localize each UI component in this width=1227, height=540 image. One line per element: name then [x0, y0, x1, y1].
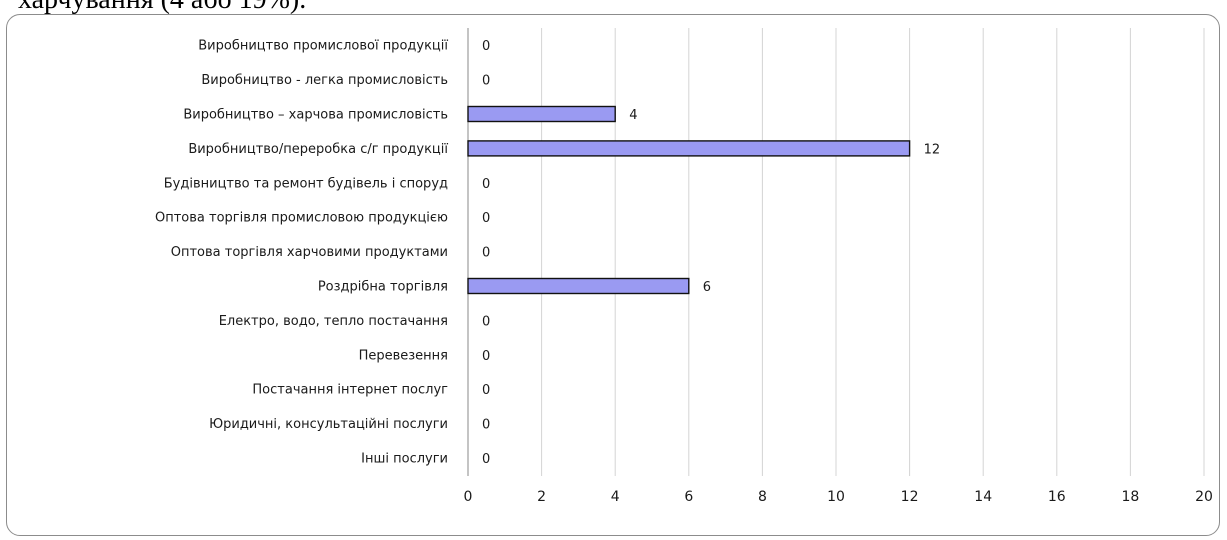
data-label: 12 — [924, 142, 941, 157]
data-label: 0 — [482, 349, 490, 364]
x-tick-label: 16 — [1048, 489, 1066, 505]
category-label: Оптова торгівля харчовими продуктами — [171, 245, 448, 260]
category-label: Перевезення — [359, 348, 448, 363]
data-label: 0 — [482, 418, 490, 433]
bar — [467, 277, 690, 295]
x-tick-label: 8 — [758, 489, 767, 505]
data-label: 4 — [629, 108, 637, 123]
x-tick-label: 14 — [974, 489, 992, 505]
x-tick-label: 6 — [684, 489, 693, 505]
data-label: 0 — [482, 74, 490, 89]
data-label: 0 — [482, 39, 490, 54]
x-tick-label: 0 — [464, 489, 473, 505]
category-label: Електро, водо, тепло постачання — [219, 314, 448, 329]
bar — [467, 140, 911, 157]
category-label: Виробництво – харчова промисловість — [183, 108, 448, 123]
category-label: Будівництво та ремонт будівель і споруд — [164, 176, 448, 191]
category-label: Постачання інтернет послуг — [252, 383, 448, 398]
data-label: 0 — [482, 452, 490, 467]
category-label: Юридичні, консультаційні послуги — [209, 417, 448, 432]
page-text-fragment: харчування (4 або 19%). — [18, 0, 306, 16]
category-label: Виробництво/переробка с/г продукції — [188, 142, 448, 157]
bar — [467, 105, 616, 123]
x-tick-label: 12 — [901, 489, 919, 505]
category-label: Роздрібна торгівля — [318, 280, 448, 295]
data-label: 0 — [482, 177, 490, 192]
x-tick-label: 10 — [827, 489, 845, 505]
data-label: 0 — [482, 211, 490, 226]
category-label: Виробництво промислової продукції — [198, 39, 448, 54]
data-label: 6 — [703, 280, 711, 295]
category-label: Інші послуги — [361, 452, 448, 467]
category-label: Виробництво - легка промисловість — [201, 73, 448, 88]
category-label: Оптова торгівля промисловою продукцією — [155, 211, 448, 226]
x-tick-label: 20 — [1195, 489, 1213, 505]
x-tick-label: 4 — [611, 489, 620, 505]
x-tick-label: 2 — [537, 489, 546, 505]
data-label: 0 — [482, 314, 490, 329]
x-tick-label: 18 — [1121, 489, 1139, 505]
data-label: 0 — [482, 383, 490, 398]
chart-frame — [6, 14, 1220, 536]
data-label: 0 — [482, 246, 490, 261]
